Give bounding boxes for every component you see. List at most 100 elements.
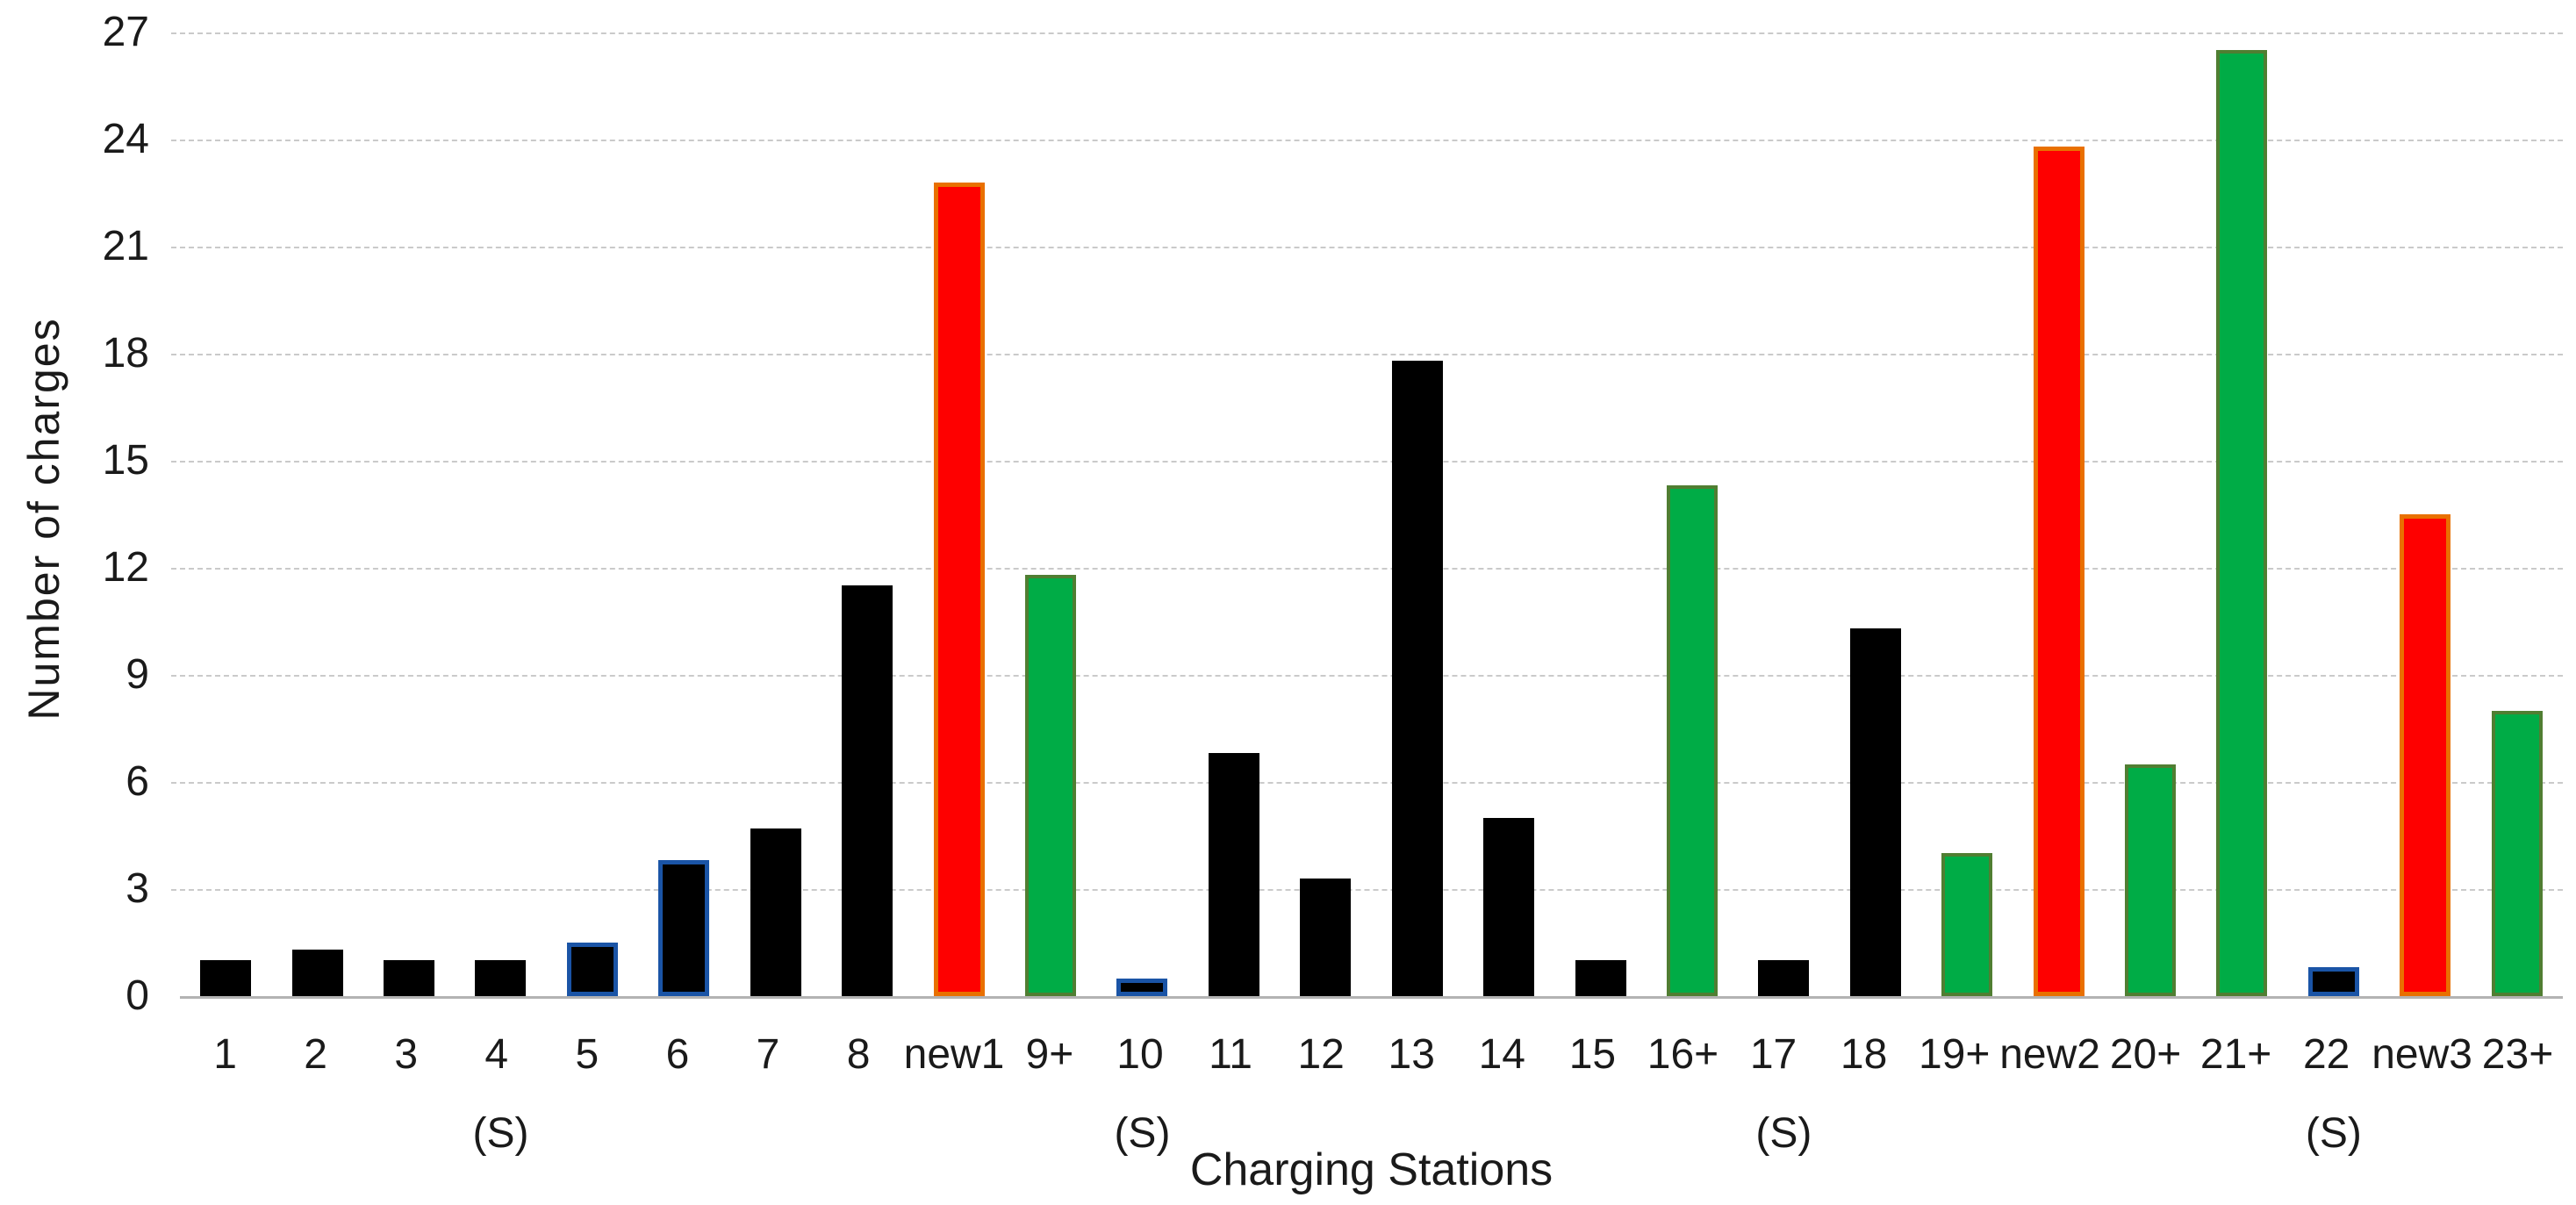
x-tick-label-12: 12 — [1297, 1031, 1345, 1078]
y-tick-label-0: 0 — [126, 972, 149, 1019]
bar-14 — [1483, 817, 1535, 996]
y-tick-label-18: 18 — [102, 330, 149, 377]
x-tick-label-5: 5 — [575, 1031, 599, 1078]
x-tick-label-4: 4 — [484, 1031, 509, 1078]
gridline-6 — [171, 782, 2563, 784]
x-tick-label-15: 15 — [1568, 1031, 1617, 1078]
x-tick-label-6: 6 — [665, 1031, 690, 1078]
x-tick-label-9+: 9+ — [1025, 1031, 1074, 1078]
x-axis-tick-labels: 1 2 3 4 5 6 7 8 new1 9+ 10 11 12 13 14 15 16+ 17 18 19+ new2… — [180, 1029, 2563, 1081]
x-tick-label-23+: 23+ — [2481, 1031, 2554, 1078]
bar-slot-new1 — [913, 32, 1004, 996]
bar-slot-12 — [1280, 32, 1371, 996]
x-tick-label-19+: 19+ — [1918, 1031, 1991, 1078]
gridline-9 — [171, 675, 2563, 677]
y-tick-label-6: 6 — [126, 758, 149, 805]
bar-slot-23+ — [2472, 32, 2563, 996]
y-tick-label-27: 27 — [102, 9, 149, 55]
gridline-27 — [171, 32, 2563, 34]
x-tick-label-14: 14 — [1478, 1031, 1525, 1078]
bar-slot-7 — [730, 32, 822, 996]
bar-slot-new2 — [2013, 32, 2104, 996]
gridline-3 — [171, 889, 2563, 891]
bar-slot-21+ — [2196, 32, 2287, 996]
x-tick-label-new3: new3 — [2371, 1031, 2472, 1078]
x-tick-label-8: 8 — [846, 1031, 871, 1078]
bar-slot-5 — [547, 32, 638, 996]
bar-new3 — [2400, 514, 2451, 996]
bar-17 — [1758, 960, 1810, 996]
bar-slot-11 — [1188, 32, 1280, 996]
x-tick-label-10: 10 — [1116, 1031, 1164, 1078]
bar-slot-16+ — [1647, 32, 1738, 996]
bar-9+ — [1025, 575, 1076, 996]
bar-slot-15 — [1554, 32, 1646, 996]
bar-slot-17 — [1738, 32, 1829, 996]
x-tick-label-18: 18 — [1840, 1031, 1888, 1078]
x-tick-label-13: 13 — [1388, 1031, 1435, 1078]
bar-slot-8 — [822, 32, 913, 996]
bar-3 — [384, 960, 435, 996]
x-tick-label-20+: 20+ — [2109, 1031, 2182, 1078]
bar-1 — [200, 960, 252, 996]
bar-16+ — [1666, 485, 1718, 996]
bar-19+ — [1941, 853, 1993, 996]
bar-2 — [291, 950, 343, 996]
bar-slot-20+ — [2105, 32, 2196, 996]
bar-slot-22 — [2288, 32, 2379, 996]
x-tick-label-11: 11 — [1209, 1031, 1252, 1078]
bar-20+ — [2125, 764, 2177, 996]
bar-13 — [1391, 361, 1443, 996]
bar-slot-19+ — [1921, 32, 2013, 996]
bar-slot-2 — [271, 32, 362, 996]
bar-15 — [1575, 960, 1626, 996]
bar-slot-10 — [1096, 32, 1188, 996]
bar-6 — [658, 860, 710, 996]
bar-slot-13 — [1371, 32, 1462, 996]
bar-slot-18 — [1830, 32, 1921, 996]
x-tick-label-21+: 21+ — [2199, 1031, 2272, 1078]
plot-area — [171, 32, 2563, 999]
x-tick-label-7: 7 — [756, 1031, 780, 1078]
x-tick-label-2: 2 — [304, 1031, 327, 1078]
x-axis-title: Charging Stations — [1189, 1144, 1553, 1195]
x-tick-label-3: 3 — [394, 1031, 419, 1078]
bar-slot-4 — [455, 32, 546, 996]
bar-10 — [1116, 978, 1168, 996]
gridline-15 — [171, 461, 2563, 463]
y-tick-label-24: 24 — [102, 116, 149, 162]
x-tick-label-new2: new2 — [1999, 1031, 2100, 1078]
bar-18 — [1849, 628, 1901, 996]
x-tick-label-1: 1 — [213, 1031, 237, 1078]
bar-22 — [2307, 967, 2359, 996]
bar-slot-9+ — [1005, 32, 1096, 996]
bar-23+ — [2491, 710, 2543, 996]
y-tick-label-21: 21 — [102, 223, 149, 269]
gridline-21 — [171, 247, 2563, 248]
bar-5 — [566, 943, 618, 996]
x-sublabel-10: (S) — [1114, 1110, 1171, 1157]
bar-8 — [842, 585, 893, 996]
bar-slot-1 — [180, 32, 271, 996]
bar-12 — [1300, 878, 1352, 996]
bar-slot-14 — [1463, 32, 1554, 996]
x-tick-label-new1: new1 — [903, 1031, 1005, 1078]
y-tick-label-3: 3 — [126, 865, 149, 912]
bar-new1 — [933, 182, 985, 996]
bar-slot-3 — [363, 32, 455, 996]
x-sublabel-22: (S) — [2305, 1110, 2362, 1157]
gridline-24 — [171, 140, 2563, 141]
bar-7 — [750, 828, 801, 996]
y-tick-label-12: 12 — [102, 544, 149, 591]
x-axis-sublabels: (S) (S) (S) (S) — [180, 1108, 2563, 1160]
bars-container — [180, 32, 2563, 996]
bar-11 — [1208, 753, 1259, 996]
bar-new2 — [2033, 147, 2084, 996]
bar-21+ — [2216, 50, 2268, 996]
x-tick-label-22: 22 — [2302, 1031, 2350, 1078]
bar-slot-6 — [638, 32, 729, 996]
bar-slot-new3 — [2379, 32, 2471, 996]
x-tick-label-17: 17 — [1749, 1031, 1797, 1078]
gridline-18 — [171, 354, 2563, 355]
